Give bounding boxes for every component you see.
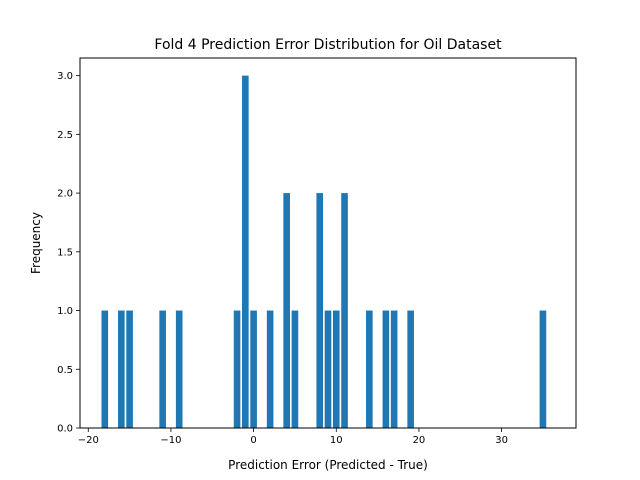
bar xyxy=(341,193,348,428)
x-tick-label: 0 xyxy=(250,435,256,446)
bar xyxy=(283,193,290,428)
bar xyxy=(332,310,340,428)
ticks-layer: −20 −10 0 10 20 30 0.0 0.5 1.0 1.5 2.0 2.5 3.0 xyxy=(57,71,508,446)
bar xyxy=(407,310,414,428)
bars-layer xyxy=(101,75,547,429)
bar xyxy=(233,310,241,428)
bar xyxy=(126,310,133,428)
bar xyxy=(316,193,324,428)
y-tick-label: 0.0 xyxy=(57,424,73,435)
x-axis-label: Prediction Error (Predicted - True) xyxy=(228,458,428,472)
x-tick-label: 20 xyxy=(413,435,426,446)
bar xyxy=(539,310,547,428)
x-tick-label: −10 xyxy=(160,435,181,446)
bar xyxy=(242,75,249,429)
y-tick-label: 1.0 xyxy=(57,306,73,317)
bar xyxy=(324,310,332,428)
bar xyxy=(366,310,373,428)
bar xyxy=(101,310,109,428)
x-tick-label: 10 xyxy=(330,435,343,446)
chart-title: Fold 4 Prediction Error Distribution for… xyxy=(154,37,502,53)
bar xyxy=(175,310,183,428)
bar xyxy=(390,310,398,428)
x-tick-label: −20 xyxy=(78,435,99,446)
x-tick-label: 30 xyxy=(495,435,508,446)
bar xyxy=(266,310,274,428)
y-tick-label: 2.5 xyxy=(57,130,73,141)
plot-frame xyxy=(79,57,577,429)
bar xyxy=(382,310,390,428)
y-tick-label: 2.0 xyxy=(57,189,73,200)
y-tick-label: 3.0 xyxy=(57,71,73,82)
y-tick-label: 0.5 xyxy=(57,365,73,376)
bar xyxy=(250,310,257,428)
y-axis-label: Frequency xyxy=(29,212,43,274)
bar xyxy=(118,310,125,428)
bar xyxy=(291,310,299,428)
bar xyxy=(159,310,166,428)
y-tick-label: 1.5 xyxy=(57,247,73,258)
